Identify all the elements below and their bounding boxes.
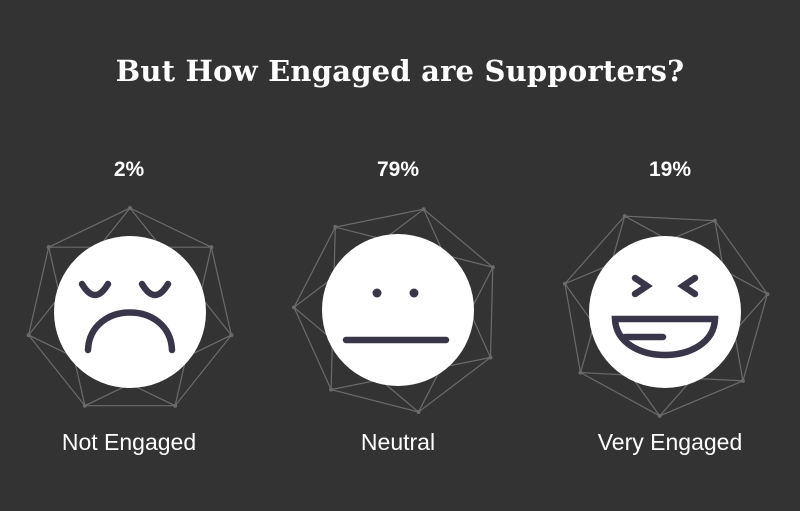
vertex-dot [578,370,583,375]
vertex-dot [416,409,421,414]
vertex-dot [657,413,662,418]
value-label-very-engaged: 19% [648,158,692,181]
laughing-face-icon [611,274,719,359]
right-eye [677,274,699,298]
neutral-face-icon [342,288,450,344]
vertex-dot [490,265,495,270]
vertex-dot [333,225,338,230]
value-label-neutral: 79% [376,158,420,181]
chart-title: But How Engaged are Supporters? [115,54,685,88]
heptagon-lines [27,207,233,407]
vertex-dot [173,403,178,408]
vertex-dot [740,378,745,383]
heptagon-lines [564,215,769,417]
face-circle-neutral [322,234,474,386]
vertex-dot [46,245,51,250]
value-label-not-engaged: 2% [113,158,145,181]
right-eye [138,280,172,299]
right-eye [409,288,419,298]
vertex-dot [229,333,234,338]
heptagon-lines [293,208,494,413]
vertex-dot [562,281,567,286]
vertex-dot [82,403,87,408]
category-label-not-engaged: Not Engaged [61,429,197,455]
vertex-dot [292,305,297,310]
vertex-dot [209,245,214,250]
sad-face-icon [78,280,176,354]
vertex-dot [488,355,493,360]
face-group-neutral [292,207,495,414]
face-circle-very-engaged [589,236,741,388]
vertex-dot [421,207,426,212]
open-mouth [611,315,719,359]
left-eye [372,288,382,298]
vertex-dot [128,206,132,210]
vertex-dot [712,218,717,223]
vertex-dot [329,387,334,392]
left-eye [78,280,112,299]
vertex-dot [26,333,31,338]
category-label-very-engaged: Very Engaged [597,429,743,455]
left-eye [631,274,653,298]
frown-mouth [84,309,176,354]
face-group-not-engaged [26,206,234,408]
vertex-dot [765,292,770,297]
face-group-very-engaged [562,214,770,418]
category-label-neutral: Neutral [360,429,436,455]
vertex-dot [622,214,627,219]
